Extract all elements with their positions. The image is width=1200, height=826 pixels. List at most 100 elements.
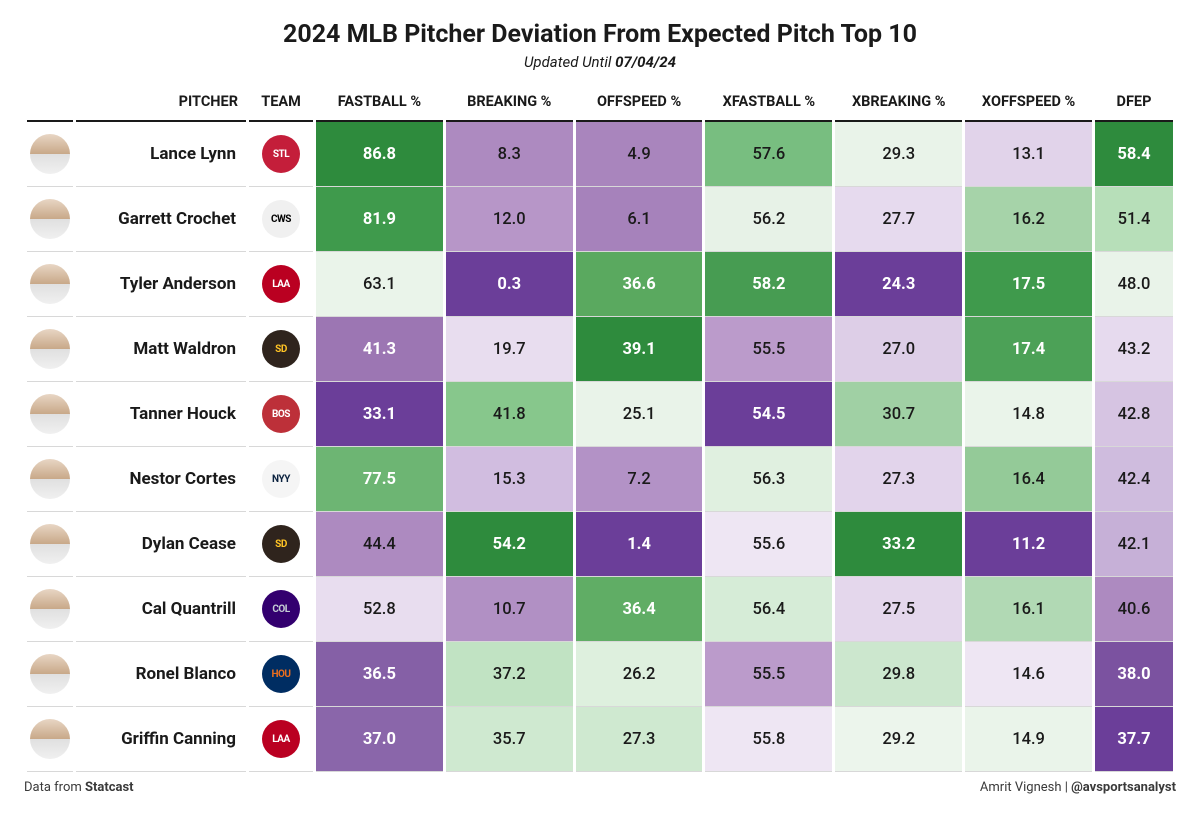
pitcher-photo-cell	[27, 707, 73, 772]
dfep-cell: 42.8	[1095, 382, 1173, 447]
page-title: 2024 MLB Pitcher Deviation From Expected…	[24, 20, 1176, 49]
stat-cell: 26.2	[576, 642, 703, 707]
pitcher-name: Cal Quantrill	[76, 577, 246, 642]
pitcher-name: Nestor Cortes	[76, 447, 246, 512]
pitcher-photo-cell	[27, 122, 73, 187]
stat-cell: 15.3	[446, 447, 573, 512]
team-cell: SD	[249, 317, 313, 382]
stat-cell: 57.6	[705, 122, 832, 187]
stat-cell: 55.6	[705, 512, 832, 577]
dfep-cell: 42.4	[1095, 447, 1173, 512]
stat-cell: 55.5	[705, 317, 832, 382]
pitcher-photo	[30, 134, 70, 174]
pitcher-photo	[30, 264, 70, 304]
table-row: Ronel Blanco HOU 36.537.226.255.529.814.63…	[27, 642, 1173, 707]
team-cell: COL	[249, 577, 313, 642]
dfep-cell: 40.6	[1095, 577, 1173, 642]
stat-cell: 14.6	[965, 642, 1092, 707]
stat-cell: 44.4	[316, 512, 443, 577]
stat-cell: 8.3	[446, 122, 573, 187]
table-row: Dylan CeaseSD44.454.21.455.633.211.242.1	[27, 512, 1173, 577]
team-logo: HOU	[262, 655, 300, 693]
dfep-cell: 38.0	[1095, 642, 1173, 707]
team-logo: NYY	[262, 460, 300, 498]
team-logo: BOS	[262, 395, 300, 433]
stat-cell: 56.3	[705, 447, 832, 512]
pitcher-name: Ronel Blanco	[76, 642, 246, 707]
team-cell: STL	[249, 122, 313, 187]
stat-cell: 10.7	[446, 577, 573, 642]
stat-cell: 35.7	[446, 707, 573, 772]
team-logo: LAA	[262, 265, 300, 303]
subtitle-date: 07/04/24	[615, 53, 676, 71]
footer-data-prefix: Data from	[24, 780, 85, 795]
stat-cell: 36.4	[576, 577, 703, 642]
stat-cell: 29.8	[835, 642, 962, 707]
stat-cell: 37.2	[446, 642, 573, 707]
stat-cell: 14.9	[965, 707, 1092, 772]
col-team: TEAM	[249, 85, 313, 122]
stat-cell: 27.0	[835, 317, 962, 382]
pitcher-photo-cell	[27, 187, 73, 252]
stat-cell: 55.5	[705, 642, 832, 707]
pitcher-photo-cell	[27, 317, 73, 382]
table-row: Nestor CortesNYY77.515.37.256.327.316.44…	[27, 447, 1173, 512]
pitcher-photo	[30, 199, 70, 239]
footer-data-source: Statcast	[85, 780, 134, 795]
pitcher-photo	[30, 589, 70, 629]
team-logo: SD	[262, 525, 300, 563]
pitcher-name: Garrett Crochet	[76, 187, 246, 252]
pitcher-name: Tyler Anderson	[76, 252, 246, 317]
stat-cell: 30.7	[835, 382, 962, 447]
stat-cell: 19.7	[446, 317, 573, 382]
pitcher-photo	[30, 459, 70, 499]
team-logo: CWS	[262, 200, 300, 238]
stat-cell: 13.1	[965, 122, 1092, 187]
stat-cell: 36.5	[316, 642, 443, 707]
pitcher-name: Lance Lynn	[76, 122, 246, 187]
pitcher-photo-cell	[27, 577, 73, 642]
stat-cell: 12.0	[446, 187, 573, 252]
pitcher-photo-cell	[27, 252, 73, 317]
stat-cell: 55.8	[705, 707, 832, 772]
table-row: Lance LynnSTL86.88.34.957.629.313.158.4	[27, 122, 1173, 187]
pitcher-name: Griffin Canning	[76, 707, 246, 772]
stat-cell: 6.1	[576, 187, 703, 252]
pitcher-photo-cell	[27, 382, 73, 447]
pitcher-name: Dylan Cease	[76, 512, 246, 577]
team-cell: SD	[249, 512, 313, 577]
stat-cell: 29.2	[835, 707, 962, 772]
stat-cell: 27.3	[835, 447, 962, 512]
footer: Data from Statcast Amrit Vignesh | @avsp…	[24, 780, 1176, 795]
footer-left: Data from Statcast	[24, 780, 134, 795]
stat-cell: 27.7	[835, 187, 962, 252]
stat-cell: 1.4	[576, 512, 703, 577]
dfep-cell: 51.4	[1095, 187, 1173, 252]
team-logo: COL	[262, 590, 300, 628]
stat-cell: 0.3	[446, 252, 573, 317]
team-cell: NYY	[249, 447, 313, 512]
pitcher-photo	[30, 329, 70, 369]
table-row: Tanner HouckBOS33.141.825.154.530.714.84…	[27, 382, 1173, 447]
stat-cell: 33.2	[835, 512, 962, 577]
stat-cell: 29.3	[835, 122, 962, 187]
stat-cell: 7.2	[576, 447, 703, 512]
col-xbreaking: XBREAKING %	[835, 85, 962, 122]
col-fastball: FASTBALL %	[316, 85, 443, 122]
stat-cell: 58.2	[705, 252, 832, 317]
dfep-cell: 42.1	[1095, 512, 1173, 577]
col-xoffspeed: XOFFSPEED %	[965, 85, 1092, 122]
pitcher-photo	[30, 394, 70, 434]
col-pitcher: PITCHER	[76, 85, 246, 122]
stat-cell: 16.4	[965, 447, 1092, 512]
stat-cell: 39.1	[576, 317, 703, 382]
dfep-cell: 58.4	[1095, 122, 1173, 187]
col-breaking: BREAKING %	[446, 85, 573, 122]
pitcher-photo	[30, 524, 70, 564]
stat-cell: 86.8	[316, 122, 443, 187]
dfep-cell: 43.2	[1095, 317, 1173, 382]
team-cell: HOU	[249, 642, 313, 707]
pitcher-photo-cell	[27, 447, 73, 512]
col-dfep: DFEP	[1095, 85, 1173, 122]
stat-cell: 54.2	[446, 512, 573, 577]
